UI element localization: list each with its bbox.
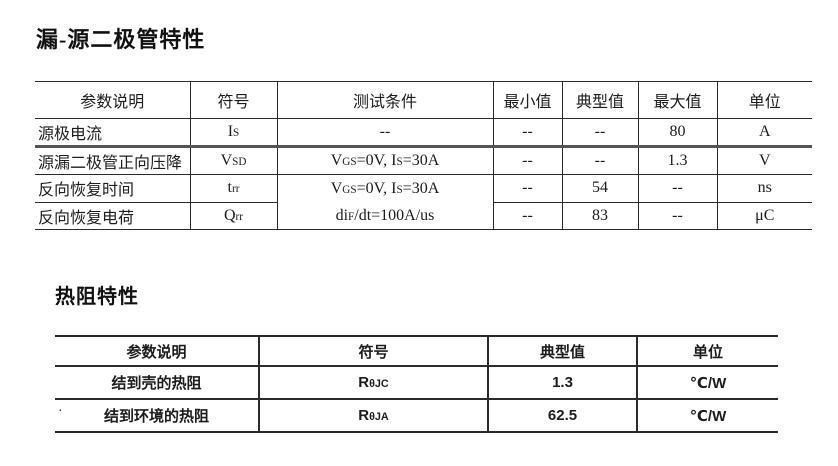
header-min: 最小值 [493, 81, 563, 119]
header-unit: 单位 [637, 335, 778, 367]
cell-symbol: trr [190, 174, 278, 203]
cell-min: -- [493, 202, 563, 230]
header-param: 参数说明 [55, 335, 260, 367]
cell-param: 源漏二极管正向压降 [35, 146, 191, 175]
cell-symbol: VSD [190, 146, 278, 175]
table-row: 源极电流 IS -- -- -- 80 A [35, 118, 812, 148]
cell-param: 反向恢复时间 [35, 174, 191, 203]
table-header-row: 参数说明 符号 典型值 单位 [55, 335, 778, 367]
cell-param: 反向恢复电荷 [35, 202, 191, 230]
cell-unit: ℃/W [637, 366, 778, 400]
header-param: 参数说明 [35, 81, 191, 119]
cell-typ: -- [562, 118, 639, 148]
cell-symbol: IS [190, 118, 278, 148]
cell-max: 80 [638, 118, 718, 148]
cell-typ: 1.3 [488, 366, 638, 400]
header-typ: 典型值 [562, 81, 639, 119]
header-symbol: 符号 [259, 335, 489, 367]
cell-min: -- [493, 118, 563, 148]
cell-unit: μC [717, 202, 812, 230]
cell-unit: ns [717, 174, 812, 203]
cell-unit: A [717, 118, 812, 148]
table-row: 结到环境的热阻 RθJA 62.5 ℃/W [55, 399, 778, 433]
condition-line-2: diF/dt=100A/us [335, 207, 435, 224]
section-title-thermal: 热阻特性 [55, 286, 139, 308]
cell-max: -- [638, 202, 718, 230]
table-row: 结到壳的热阻 RθJC 1.3 ℃/W [55, 366, 778, 400]
cell-max: 1.3 [638, 146, 718, 175]
cell-condition: -- [277, 118, 494, 148]
cell-param: 结到壳的热阻 [55, 366, 260, 400]
header-condition: 测试条件 [277, 81, 494, 119]
cell-typ: 62.5 [488, 399, 638, 433]
cell-symbol: RθJA [259, 399, 489, 433]
table-row: 反向恢复电荷 Qrr -- 83 -- μC [35, 202, 812, 230]
cell-typ: 83 [562, 202, 639, 230]
section-title-diode: 漏-源二极管特性 [36, 27, 206, 52]
header-max: 最大值 [638, 81, 718, 119]
diode-characteristics-table: 参数说明 符号 测试条件 最小值 典型值 最大值 单位 源极电流 IS -- -… [35, 81, 812, 230]
cell-typ: -- [562, 146, 639, 175]
cell-condition-merged: VGS=0V, IS=30A diF/dt=100A/us [277, 174, 494, 230]
cell-param: 源极电流 [35, 118, 191, 148]
header-symbol: 符号 [190, 81, 278, 119]
table-header-row: 参数说明 符号 测试条件 最小值 典型值 最大值 单位 [35, 81, 812, 119]
cell-max: -- [638, 174, 718, 203]
stray-dot-mark: · [58, 401, 63, 417]
cell-condition: VGS=0V, IS=30A [277, 146, 494, 175]
thermal-characteristics-table: 参数说明 符号 典型值 单位 结到壳的热阻 RθJC 1.3 ℃/W 结到环境的… [55, 335, 778, 433]
cell-unit: V [717, 146, 812, 175]
header-unit: 单位 [717, 81, 812, 119]
condition-line-1: VGS=0V, IS=30A [330, 180, 440, 197]
cell-min: -- [493, 146, 563, 175]
cell-param: 结到环境的热阻 [55, 399, 260, 433]
cell-typ: 54 [562, 174, 639, 203]
table-row: 反向恢复时间 trr VGS=0V, IS=30A diF/dt=100A/us… [35, 174, 812, 230]
cell-symbol: Qrr [190, 202, 278, 230]
cell-symbol: RθJC [259, 366, 489, 400]
cell-unit: ℃/W [637, 399, 778, 433]
table-row: 源漏二极管正向压降 VSD VGS=0V, IS=30A -- -- 1.3 V [35, 146, 812, 175]
cell-min: -- [493, 174, 563, 203]
header-typ: 典型值 [488, 335, 638, 367]
